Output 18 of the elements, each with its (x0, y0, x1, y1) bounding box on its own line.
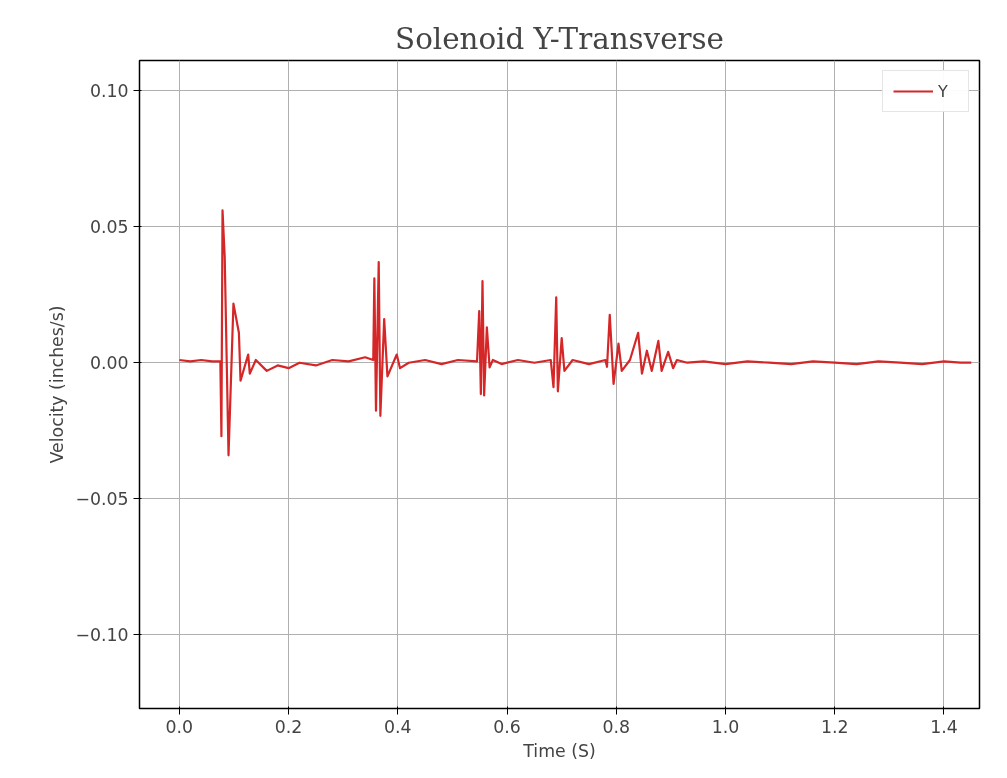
legend-label: Y (938, 81, 949, 101)
y-tick-label: 0.05 (89, 217, 129, 238)
line-series (178, 209, 973, 457)
x-tick-label: 0.2 (274, 716, 303, 737)
x-tick-label: 0.6 (493, 716, 521, 737)
y-tick-label: −0.05 (75, 489, 129, 510)
x-tick-label: 1.2 (820, 716, 849, 737)
y-tick-label: −0.10 (75, 625, 129, 646)
x-tick-label: 0.8 (602, 716, 631, 737)
x-tick-label: 1.4 (930, 716, 958, 737)
x-tick-label: 0.4 (384, 716, 412, 737)
y-tick-label: 0.00 (89, 353, 129, 374)
x-tick-label: 0.0 (165, 716, 194, 737)
y-tick-label: 0.10 (89, 80, 129, 101)
x-axis-title: Time (S) (522, 740, 596, 761)
chart-title: Solenoid Y-Transverse (395, 21, 724, 56)
y-axis-title: Velocity (inches/s) (47, 305, 68, 464)
x-tick-label: 1.0 (711, 716, 740, 737)
